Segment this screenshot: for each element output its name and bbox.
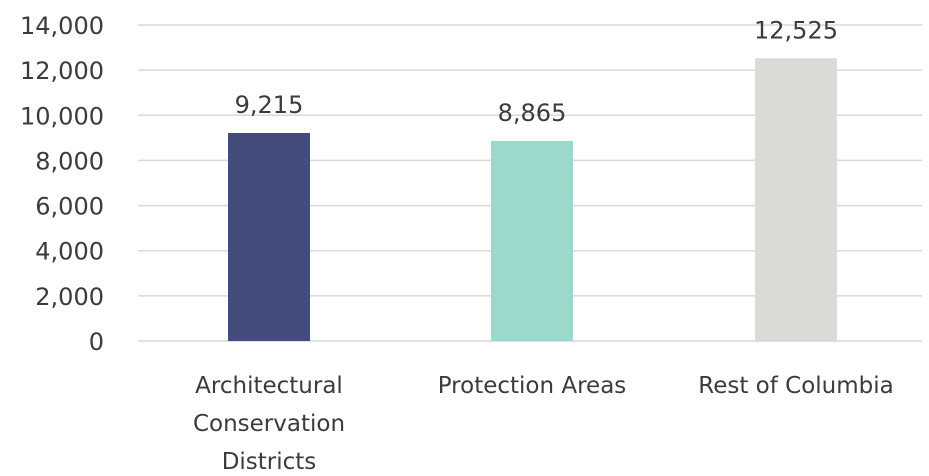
y-tick-label: 2,000 — [35, 283, 104, 311]
data-label: 12,525 — [754, 16, 838, 44]
bar — [755, 58, 837, 342]
y-tick-label: 10,000 — [20, 102, 104, 130]
category-label-line: Districts — [222, 449, 317, 475]
category-label: Architectural Conservation Districts — [193, 373, 345, 475]
category-label: Protection Areas — [438, 373, 627, 399]
y-tick-label: 12,000 — [20, 57, 104, 85]
category-label-line: Conservation — [193, 411, 345, 437]
y-axis-ticks: 0 2,000 4,000 6,000 8,000 10,000 12,000 14,000 — [20, 12, 104, 356]
category-label-line: Architectural — [195, 373, 343, 399]
y-tick-label: 8,000 — [35, 147, 104, 175]
y-tick-label: 6,000 — [35, 193, 104, 221]
data-labels: 9,215 8,865 12,525 — [235, 16, 838, 127]
category-label: Rest of Columbia — [698, 373, 893, 399]
bar — [491, 140, 573, 341]
data-label: 8,865 — [498, 99, 567, 127]
y-tick-label: 0 — [89, 328, 104, 356]
data-label: 9,215 — [235, 91, 304, 119]
bar — [228, 133, 310, 341]
category-label-line: Rest of Columbia — [698, 373, 893, 399]
category-label-line: Protection Areas — [438, 373, 627, 399]
bars — [228, 58, 837, 342]
y-tick-label: 4,000 — [35, 238, 104, 266]
category-labels: Architectural Conservation Districts Protec… — [193, 373, 894, 475]
y-tick-label: 14,000 — [20, 12, 104, 40]
